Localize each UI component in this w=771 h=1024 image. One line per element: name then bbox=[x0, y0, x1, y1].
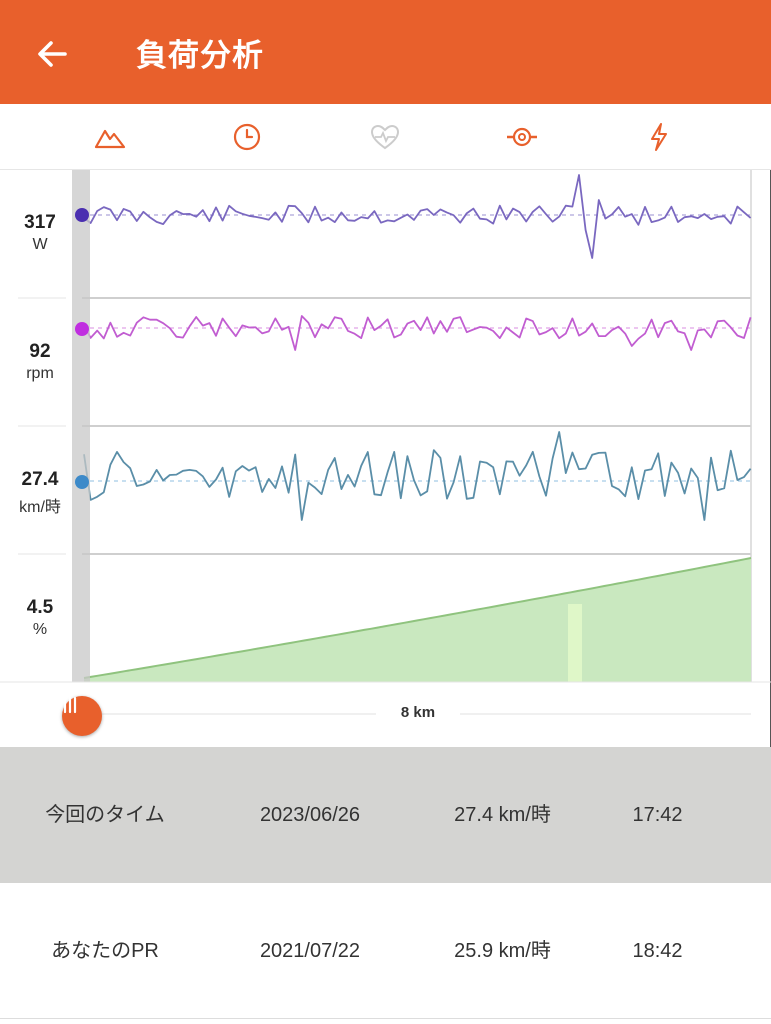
page-title: 負荷分析 bbox=[136, 38, 264, 74]
speed-value: 27.4 bbox=[21, 469, 59, 490]
current-label: 今回のタイム bbox=[45, 804, 165, 826]
scrubber-handle[interactable] bbox=[62, 696, 102, 736]
grade-line bbox=[83, 557, 752, 679]
current-speed: 27.4 km/時 bbox=[454, 804, 551, 826]
heart-pulse-icon bbox=[370, 124, 400, 150]
cadence-readout: 92 rpm bbox=[0, 341, 80, 383]
mountain-icon bbox=[94, 129, 126, 149]
pr-speed: 25.9 km/時 bbox=[454, 940, 551, 962]
pr-time: 18:42 bbox=[632, 940, 683, 962]
cadence-unit: rpm bbox=[26, 365, 54, 382]
load-analysis-chart[interactable]: 317 W 92 rpm 27.4 km/時 4.5 % 8 km bbox=[0, 170, 771, 747]
cadence-series-line bbox=[83, 315, 752, 351]
clock-icon bbox=[233, 123, 261, 151]
cadence-cursor-dot bbox=[75, 322, 89, 336]
app-bar: 負荷分析 bbox=[0, 0, 771, 104]
back-button[interactable] bbox=[30, 32, 74, 76]
current-time-row: 今回のタイム 2023/06/26 27.4 km/時 17:42 bbox=[0, 747, 771, 883]
tab-power[interactable] bbox=[639, 118, 679, 156]
tab-time[interactable] bbox=[227, 118, 267, 156]
grade-readout: 4.5 % bbox=[0, 597, 80, 639]
grip-icon bbox=[63, 696, 77, 714]
current-time: 17:42 bbox=[632, 804, 683, 826]
tab-heart-rate[interactable] bbox=[365, 118, 405, 156]
speed-unit: km/時 bbox=[19, 499, 61, 516]
cadence-icon bbox=[507, 127, 537, 147]
tab-cadence[interactable] bbox=[502, 118, 542, 156]
speed-series-line bbox=[83, 431, 752, 521]
power-value: 317 bbox=[24, 212, 56, 233]
pr-date: 2021/07/22 bbox=[259, 940, 361, 962]
grade-area bbox=[84, 558, 751, 682]
cadence-value: 92 bbox=[29, 341, 51, 362]
speed-cursor-dot bbox=[75, 475, 89, 489]
distance-label: 8 km bbox=[376, 704, 460, 721]
power-series-line bbox=[83, 174, 752, 259]
speed-readout: 27.4 km/時 bbox=[0, 469, 80, 517]
grade-highlight bbox=[568, 604, 582, 682]
current-date: 2023/06/26 bbox=[259, 804, 361, 826]
pr-row: あなたのPR 2021/07/22 25.9 km/時 18:42 bbox=[0, 883, 771, 1019]
pr-label: あなたのPR bbox=[51, 940, 159, 962]
scrub-cursor bbox=[72, 170, 90, 682]
arrow-left-icon bbox=[38, 41, 67, 67]
lightning-icon bbox=[651, 123, 667, 151]
metric-tab-bar bbox=[0, 104, 771, 170]
power-unit: W bbox=[32, 236, 48, 253]
power-cursor-dot bbox=[75, 208, 89, 222]
chart-canvas bbox=[0, 170, 771, 715]
grade-value: 4.5 bbox=[26, 597, 54, 618]
tab-elevation[interactable] bbox=[90, 118, 130, 156]
power-readout: 317 W bbox=[0, 212, 80, 254]
grade-unit: % bbox=[32, 621, 48, 638]
